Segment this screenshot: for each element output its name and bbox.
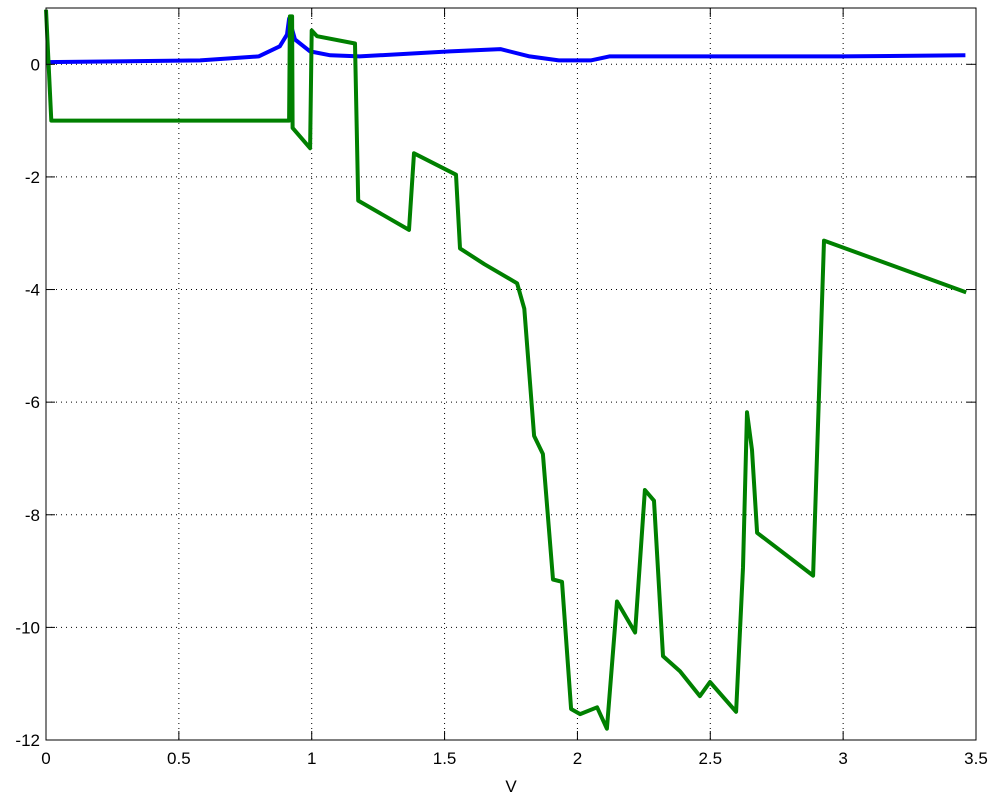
x-tick-label: 3	[838, 749, 847, 768]
x-tick-label: 2	[573, 749, 582, 768]
x-tick-label: 1.5	[433, 749, 457, 768]
y-tick-label: 0	[31, 55, 40, 74]
y-tick-label: -10	[15, 618, 40, 637]
ticks: 0 0.5 1 1.5 2 2.5 3 3.5 -12 -10 -8 -6 -4 -2 0	[15, 8, 988, 768]
y-tick-label: -8	[25, 506, 40, 525]
x-tick-label: 0.5	[167, 749, 191, 768]
series-line-1	[45, 16, 966, 65]
y-tick-label: -6	[25, 393, 40, 412]
x-tick-label: 2.5	[698, 749, 722, 768]
y-tick-label: -4	[25, 281, 40, 300]
grid	[45, 8, 977, 741]
y-tick-label: -2	[25, 168, 40, 187]
x-axis-label: V	[505, 777, 517, 796]
x-tick-label: 0	[41, 749, 50, 768]
x-tick-label: 3.5	[964, 749, 988, 768]
x-tick-label: 1	[307, 749, 316, 768]
series-group	[44, 9, 967, 731]
y-tick-label: -12	[15, 731, 40, 750]
series-line-2	[44, 9, 967, 731]
axes-box	[45, 7, 977, 741]
